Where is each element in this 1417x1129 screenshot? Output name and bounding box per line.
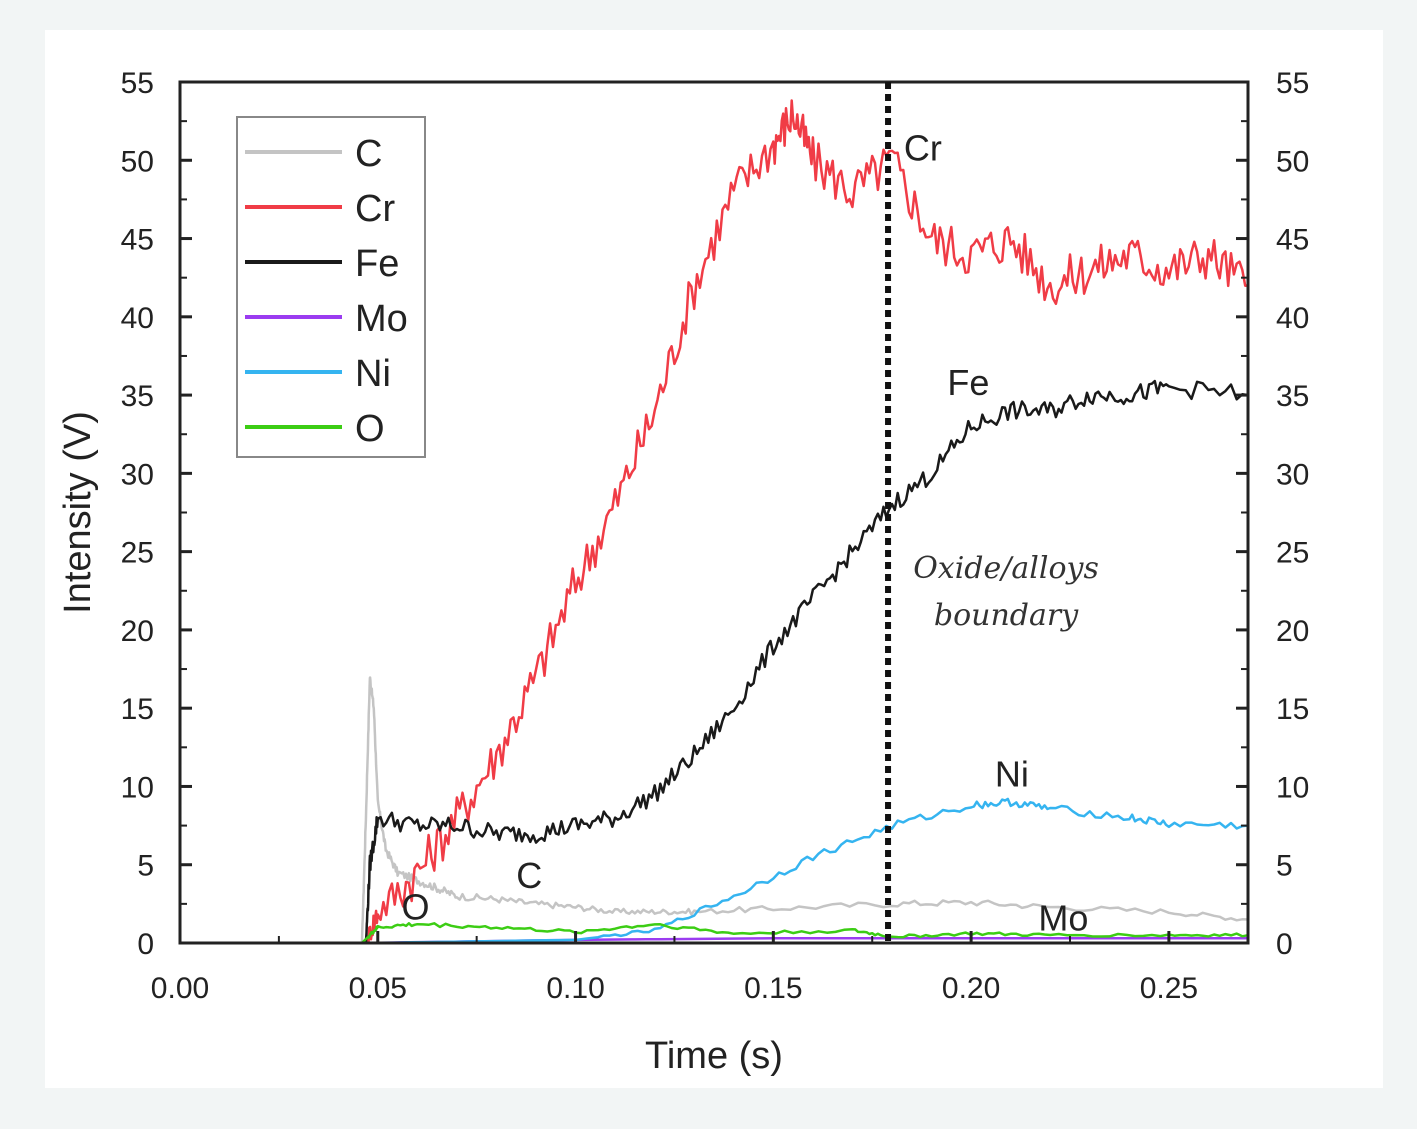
x-tick-label: 0.05 xyxy=(349,972,407,1005)
legend-label-ni: Ni xyxy=(355,353,391,395)
y-tick-label-right: 55 xyxy=(1276,67,1309,100)
y-tick-label-left: 50 xyxy=(121,145,154,178)
y-tick-label-left: 15 xyxy=(121,693,154,726)
legend-box xyxy=(236,116,426,458)
y-tick-label-right: 30 xyxy=(1276,458,1309,491)
y-tick-label-right: 5 xyxy=(1276,850,1293,883)
x-tick-label: 0.25 xyxy=(1140,972,1198,1005)
y-tick-label-right: 35 xyxy=(1276,380,1309,413)
series-label-ni: Ni xyxy=(995,753,1029,794)
legend-label-c: C xyxy=(355,133,382,175)
y-tick-label-left: 25 xyxy=(121,537,154,570)
series-line-ni xyxy=(365,797,1249,945)
y-tick-label-right: 50 xyxy=(1276,145,1309,178)
y-tick-label-left: 20 xyxy=(121,615,154,648)
y-tick-label-left: 30 xyxy=(121,458,154,491)
x-tick-label: 0.20 xyxy=(942,972,1000,1005)
y-tick-label-left: 0 xyxy=(137,928,154,961)
series-line-c xyxy=(360,676,1249,944)
series-label-c: C xyxy=(516,855,542,896)
series-line-o xyxy=(361,922,1249,944)
chart-container: 0 0 5 5 10 10 15 15 20 20 25 25 30 30 35 35 40 40 45 45 50 50… xyxy=(45,30,1383,1088)
legend-label-cr: Cr xyxy=(355,188,395,230)
series-line-fe xyxy=(364,379,1249,944)
legend-label-mo: Mo xyxy=(355,298,408,340)
y-tick-label-left: 45 xyxy=(121,224,154,257)
series-label-o: O xyxy=(402,887,430,928)
x-tick-label: 0.10 xyxy=(546,972,604,1005)
y-tick-label-left: 35 xyxy=(121,380,154,413)
legend-label-fe: Fe xyxy=(355,243,399,285)
x-tick-label: 0.00 xyxy=(151,972,209,1005)
y-tick-label-right: 45 xyxy=(1276,224,1309,257)
y-tick-label-right: 20 xyxy=(1276,615,1309,648)
series-line-cr xyxy=(364,99,1249,945)
legend-label-o: O xyxy=(355,408,385,450)
y-axis-title: Intensity (V) xyxy=(57,411,99,614)
y-tick-label-right: 10 xyxy=(1276,771,1309,804)
y-tick-label-left: 10 xyxy=(121,771,154,804)
y-tick-label-left: 5 xyxy=(137,850,154,883)
series-label-fe: Fe xyxy=(947,362,989,403)
y-tick-label-right: 25 xyxy=(1276,537,1309,570)
boundary-label-line2: boundary xyxy=(934,598,1079,633)
y-tick-label-left: 40 xyxy=(121,302,154,335)
y-tick-label-right: 15 xyxy=(1276,693,1309,726)
x-axis-title: Time (s) xyxy=(645,1035,783,1077)
series-label-mo: Mo xyxy=(1038,897,1088,938)
boundary-label-line1: Oxide/alloys xyxy=(913,551,1099,586)
series-label-cr: Cr xyxy=(904,127,942,168)
y-tick-label-right: 0 xyxy=(1276,928,1293,961)
y-tick-label-right: 40 xyxy=(1276,302,1309,335)
x-tick-label: 0.15 xyxy=(744,972,802,1005)
y-tick-label-left: 55 xyxy=(121,67,154,100)
